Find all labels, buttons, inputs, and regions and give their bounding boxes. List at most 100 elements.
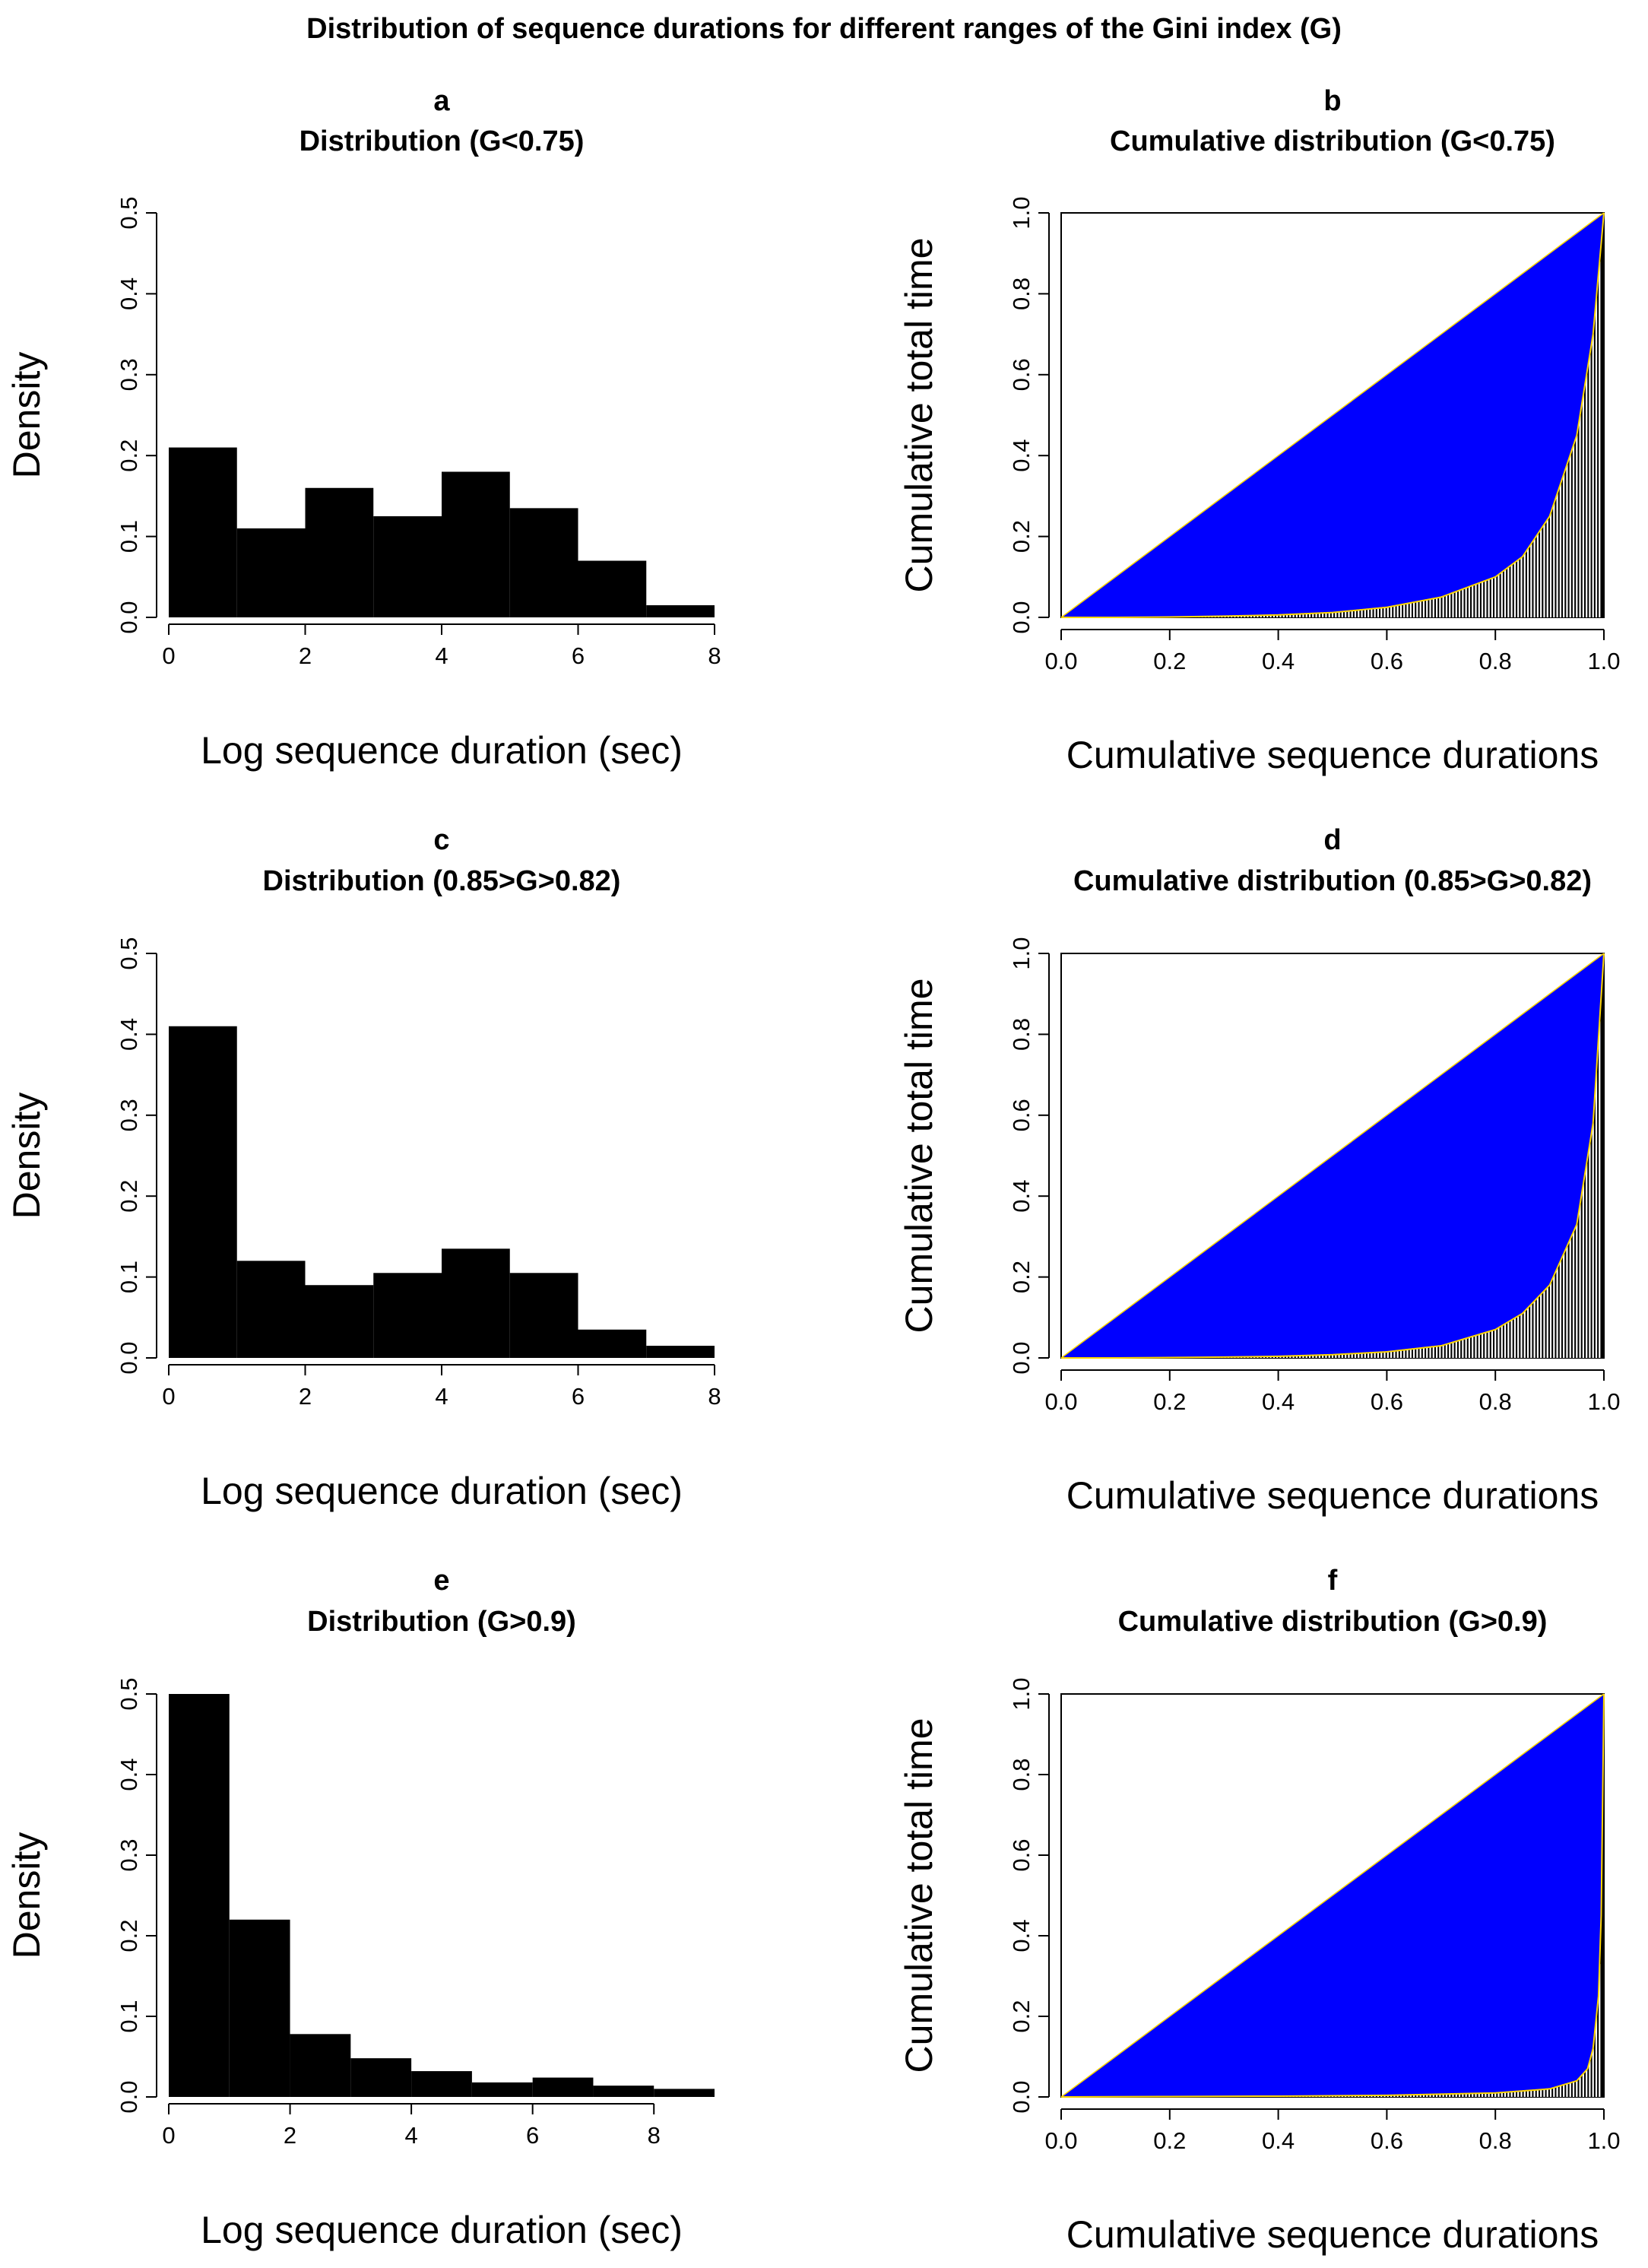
x-tick-label: 1.0 <box>1587 1388 1620 1415</box>
x-tick-label: 0.8 <box>1479 648 1512 674</box>
y-tick-label: 0.2 <box>1008 1261 1035 1293</box>
x-tick-label: 8 <box>648 2122 661 2149</box>
x-tick-label: 8 <box>708 1383 721 1410</box>
panel-title: Distribution (G<0.75) <box>299 125 585 157</box>
equality-line <box>1060 1693 1605 2098</box>
x-axis-label: Cumulative sequence durations <box>1066 1474 1599 1517</box>
y-tick-label: 0.0 <box>1008 601 1035 633</box>
x-tick-label: 2 <box>299 1383 312 1410</box>
x-tick-label: 0 <box>162 2122 175 2149</box>
x-tick-label: 0.2 <box>1153 1388 1186 1415</box>
y-tick-label: 0.3 <box>116 358 142 391</box>
y-tick-label: 0.1 <box>116 2000 142 2032</box>
y-tick-label: 0.3 <box>116 1099 142 1131</box>
y-axis-label: Cumulative total time <box>898 1718 940 2073</box>
x-tick-label: 0.0 <box>1044 648 1077 674</box>
histogram-bar <box>646 1346 715 1358</box>
panel-c: c Distribution (0.85>G>0.82) 0 2 4 6 8 0.0 0.1 0.… <box>5 824 721 1512</box>
x-tick-label: 4 <box>435 642 448 669</box>
equality-line <box>1060 212 1605 618</box>
x-tick-label: 2 <box>299 642 312 669</box>
histogram-bar <box>350 2058 412 2097</box>
y-tick-label: 1.0 <box>1008 937 1035 969</box>
histogram-bar <box>471 2082 533 2097</box>
panel-letter: f <box>1328 1565 1338 1597</box>
axes: 0.0 0.2 0.4 0.6 0.8 1.0 0.0 0.2 0.4 0.6 0.8 1.0 <box>1008 937 1621 1415</box>
histogram-bar <box>442 471 510 617</box>
y-tick-label: 0.0 <box>1008 2080 1035 2113</box>
y-tick-label: 0.2 <box>116 439 142 472</box>
figure-title: Distribution of sequence durations for d… <box>306 13 1342 45</box>
y-tick-label: 0.4 <box>116 278 142 310</box>
lorenz-curve <box>1061 212 1605 618</box>
y-tick-label: 0.5 <box>116 196 142 229</box>
x-axis-label: Cumulative sequence durations <box>1066 734 1599 776</box>
area-under-curve <box>1061 953 1604 1358</box>
axes: 0.0 0.2 0.4 0.6 0.8 1.0 0.0 0.2 0.4 0.6 0.8 1.0 <box>1008 1677 1621 2154</box>
y-axis-label: Cumulative total time <box>898 238 940 593</box>
lorenz-curve <box>1060 1693 1605 2098</box>
axes: 0 2 4 6 8 0.0 0.1 0.2 0.3 0.4 0.5 <box>116 196 721 669</box>
histogram-bar <box>373 516 442 617</box>
histogram-bar <box>532 2077 594 2097</box>
x-axis-label: Log sequence duration (sec) <box>201 1470 683 1512</box>
histogram-bar <box>578 560 647 617</box>
x-tick-label: 0.8 <box>1479 2127 1512 2154</box>
y-tick-label: 0.5 <box>116 1677 142 1710</box>
x-tick-label: 0.2 <box>1153 648 1186 674</box>
histogram-bar <box>169 1026 237 1358</box>
axes: 0 2 4 6 8 0.0 0.1 0.2 0.3 0.4 0.5 <box>116 937 721 1410</box>
y-tick-label: 0.0 <box>116 1341 142 1374</box>
y-tick-label: 0.4 <box>1008 1180 1035 1213</box>
panel-letter: c <box>433 824 449 856</box>
bars <box>169 1026 715 1358</box>
histogram-bar <box>169 447 237 617</box>
histogram-bar <box>373 1273 442 1358</box>
lorenz-curve <box>1061 953 1605 1359</box>
histogram-bar <box>509 1273 578 1358</box>
x-tick-label: 0.6 <box>1371 648 1403 674</box>
histogram-bar <box>442 1248 510 1358</box>
x-tick-label: 0.4 <box>1262 2127 1295 2154</box>
equality-line <box>1060 953 1605 1359</box>
y-tick-label: 0.2 <box>116 1919 142 1952</box>
x-tick-label: 0.2 <box>1153 2127 1186 2154</box>
panel-letter: b <box>1323 85 1341 117</box>
histogram-bar <box>593 2086 654 2097</box>
y-tick-label: 0.8 <box>1008 1758 1035 1791</box>
panel-title: Distribution (0.85>G>0.82) <box>263 865 621 897</box>
x-tick-label: 6 <box>526 2122 539 2149</box>
x-tick-label: 6 <box>572 1383 585 1410</box>
x-tick-label: 8 <box>708 642 721 669</box>
panel-letter: e <box>433 1565 449 1597</box>
panel-title: Cumulative distribution (0.85>G>0.82) <box>1073 865 1592 897</box>
histogram-bar <box>578 1329 647 1358</box>
y-tick-label: 1.0 <box>1008 196 1035 229</box>
x-tick-label: 6 <box>572 642 585 669</box>
x-tick-label: 0 <box>162 642 175 669</box>
y-axis-label: Cumulative total time <box>898 979 940 1334</box>
bars <box>169 1694 715 2097</box>
y-axis-label: Density <box>5 352 48 479</box>
x-tick-label: 2 <box>284 2122 296 2149</box>
y-tick-label: 0.4 <box>116 1018 142 1051</box>
panel-title: Distribution (G>0.9) <box>307 1606 576 1638</box>
y-tick-label: 0.5 <box>116 937 142 969</box>
x-tick-label: 0.8 <box>1479 1388 1512 1415</box>
y-tick-label: 0.4 <box>1008 439 1035 472</box>
histogram-bar <box>229 1919 290 2097</box>
bars <box>169 447 715 617</box>
y-tick-label: 1.0 <box>1008 1677 1035 1710</box>
x-tick-label: 0 <box>162 1383 175 1410</box>
histogram-bar <box>411 2071 472 2097</box>
histogram-bar <box>290 2034 351 2097</box>
x-tick-label: 1.0 <box>1587 2127 1620 2154</box>
histogram-bar <box>654 2089 715 2097</box>
x-tick-label: 0.4 <box>1262 1388 1295 1415</box>
y-tick-label: 0.1 <box>116 520 142 553</box>
x-tick-label: 0.6 <box>1371 1388 1403 1415</box>
